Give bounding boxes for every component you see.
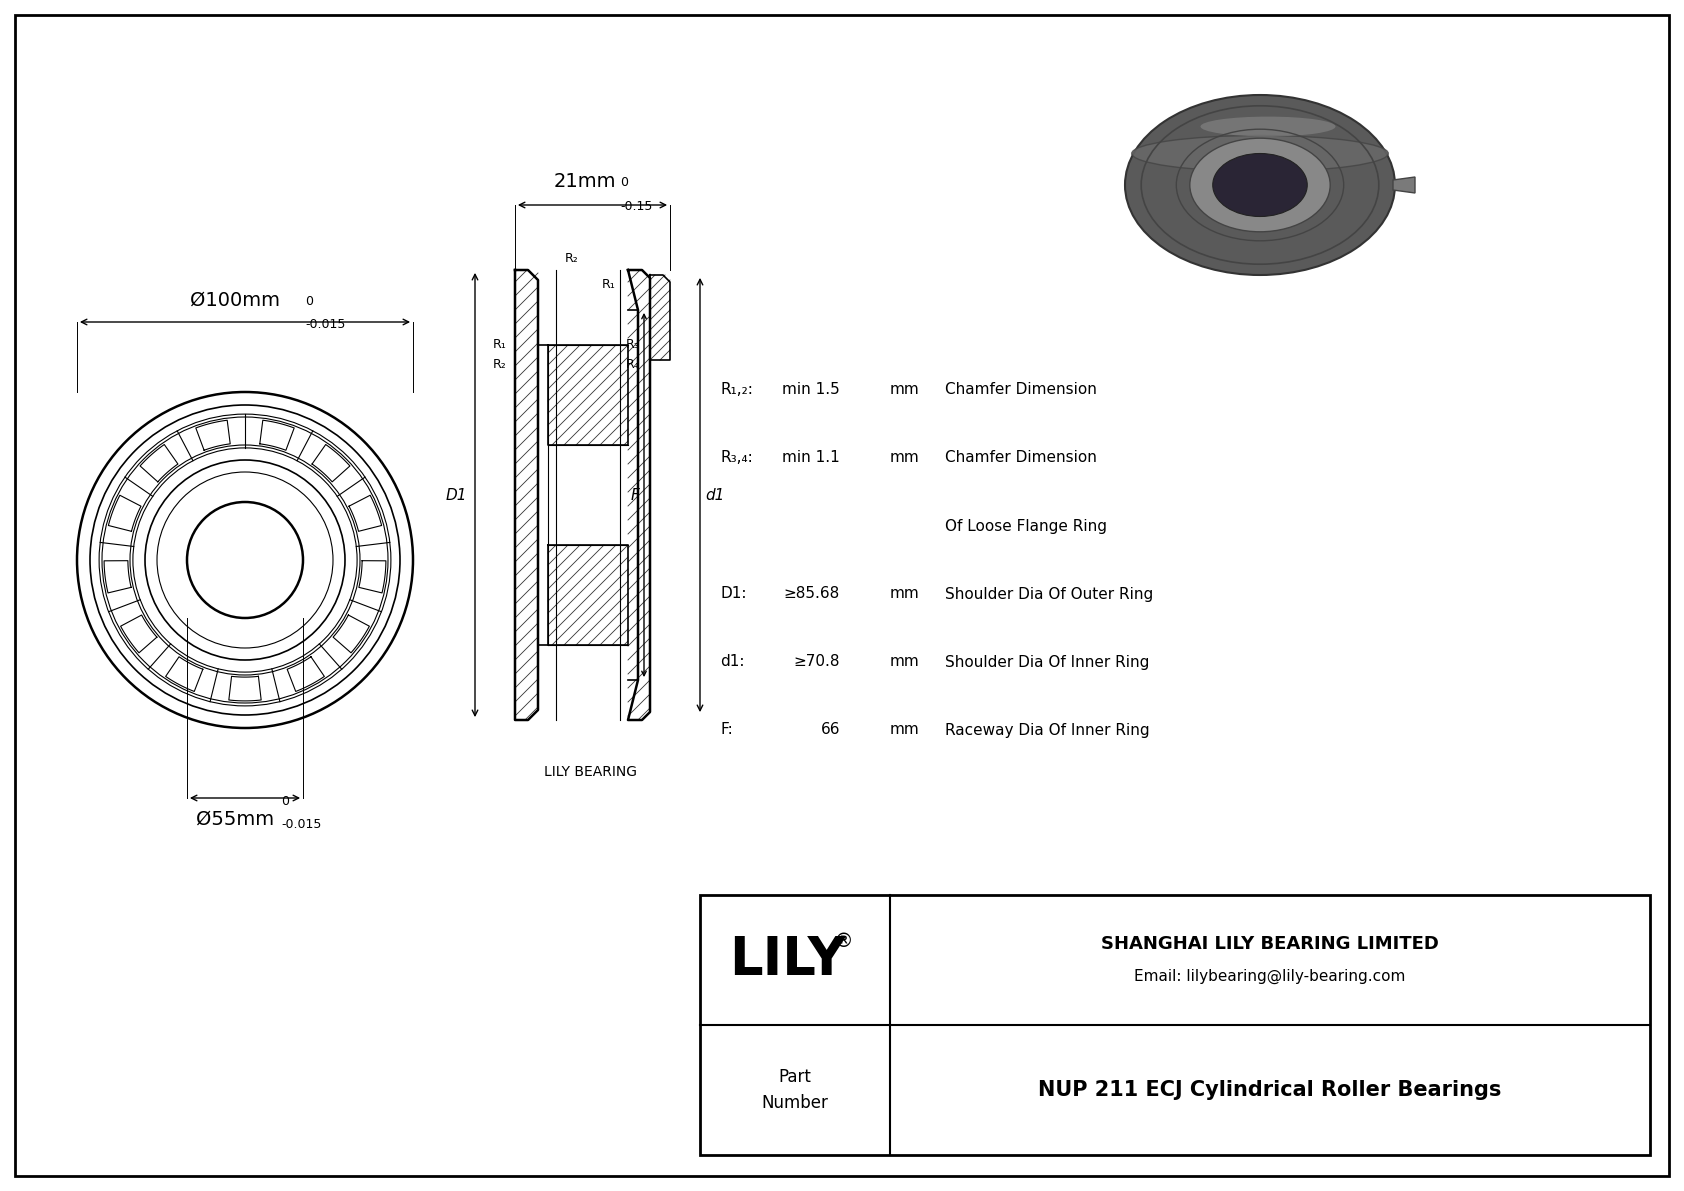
Text: Chamfer Dimension: Chamfer Dimension [945, 382, 1096, 398]
Text: R₃: R₃ [626, 338, 640, 351]
Text: 0: 0 [281, 796, 290, 807]
Text: 0: 0 [305, 295, 313, 308]
Text: 0: 0 [620, 176, 628, 189]
Text: Shoulder Dia Of Inner Ring: Shoulder Dia Of Inner Ring [945, 655, 1150, 669]
Text: mm: mm [891, 450, 919, 466]
Text: F:: F: [721, 723, 733, 737]
Text: R₁: R₁ [601, 278, 616, 291]
Text: Shoulder Dia Of Outer Ring: Shoulder Dia Of Outer Ring [945, 586, 1154, 601]
Text: ≥70.8: ≥70.8 [793, 655, 840, 669]
Text: R₄: R₄ [626, 358, 640, 372]
Text: Part
Number: Part Number [761, 1068, 829, 1111]
Text: mm: mm [891, 723, 919, 737]
Text: -0.15: -0.15 [620, 200, 653, 213]
Text: R₃,₄:: R₃,₄: [721, 450, 753, 466]
Text: ≥85.68: ≥85.68 [783, 586, 840, 601]
Text: min 1.5: min 1.5 [783, 382, 840, 398]
Text: D1: D1 [446, 487, 466, 503]
Text: mm: mm [891, 586, 919, 601]
Text: NUP 211 ECJ Cylindrical Roller Bearings: NUP 211 ECJ Cylindrical Roller Bearings [1039, 1080, 1502, 1100]
Text: R₂: R₂ [566, 252, 579, 266]
Ellipse shape [1125, 95, 1394, 275]
Text: Ø55mm: Ø55mm [195, 810, 274, 829]
Text: D1:: D1: [721, 586, 746, 601]
Text: LILY BEARING: LILY BEARING [544, 765, 637, 779]
Polygon shape [1393, 177, 1415, 193]
Text: SHANGHAI LILY BEARING LIMITED: SHANGHAI LILY BEARING LIMITED [1101, 935, 1438, 953]
Text: -0.015: -0.015 [281, 818, 322, 831]
Ellipse shape [1201, 117, 1335, 137]
Text: Email: lilybearing@lily-bearing.com: Email: lilybearing@lily-bearing.com [1135, 968, 1406, 984]
Text: Chamfer Dimension: Chamfer Dimension [945, 450, 1096, 466]
Text: 66: 66 [820, 723, 840, 737]
Text: min 1.1: min 1.1 [783, 450, 840, 466]
Ellipse shape [1132, 136, 1388, 172]
Text: R₁,₂:: R₁,₂: [721, 382, 753, 398]
Text: mm: mm [891, 655, 919, 669]
Text: mm: mm [891, 382, 919, 398]
Text: Raceway Dia Of Inner Ring: Raceway Dia Of Inner Ring [945, 723, 1150, 737]
Text: R₂: R₂ [493, 358, 507, 372]
Ellipse shape [1212, 154, 1307, 217]
Text: ®: ® [834, 933, 852, 950]
Text: Of Loose Flange Ring: Of Loose Flange Ring [945, 518, 1106, 534]
Text: LILY: LILY [729, 934, 845, 986]
Text: Ø100mm: Ø100mm [190, 291, 280, 310]
Text: d1:: d1: [721, 655, 744, 669]
Text: F: F [630, 487, 638, 503]
Text: -0.015: -0.015 [305, 318, 345, 331]
Text: d1: d1 [706, 487, 724, 503]
Text: 21mm: 21mm [554, 172, 616, 191]
Text: R₁: R₁ [493, 338, 507, 351]
Ellipse shape [1191, 138, 1330, 232]
Bar [701, 894, 1650, 1155]
